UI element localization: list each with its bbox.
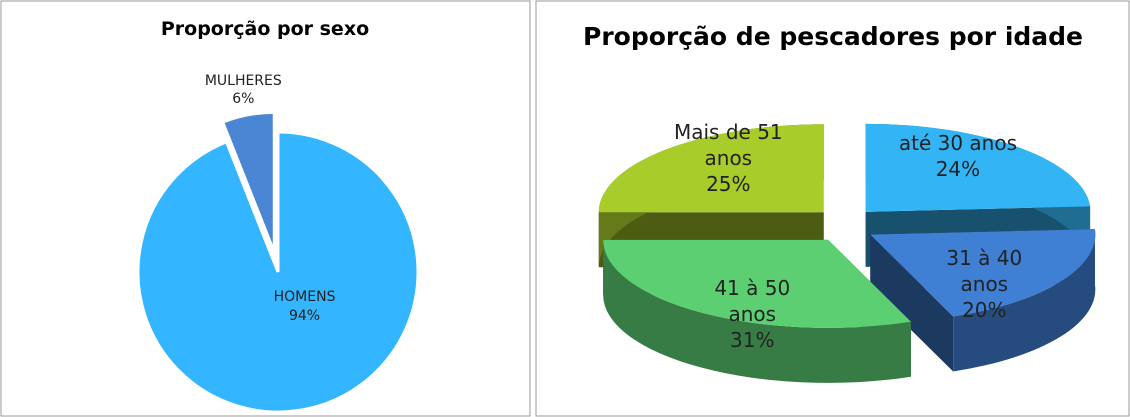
category-label: até 30 anos	[898, 130, 1018, 155]
value-label: 94%	[288, 307, 321, 324]
chart-title: Proporção por sexo	[160, 18, 370, 40]
value-label: 25%	[706, 172, 751, 197]
panel-border	[0, 0, 531, 417]
pie-slice	[870, 229, 1096, 317]
value-label: 24%	[935, 156, 981, 181]
data-label: 31 à 40 anos 20%	[924, 245, 1044, 323]
category-label: Mais de 51 anos	[673, 120, 783, 171]
value-label: 6%	[232, 91, 255, 108]
category-label: MULHERES	[204, 72, 282, 89]
data-label: Mais de 51 anos 25%	[668, 119, 788, 197]
pie-slice	[598, 124, 824, 213]
data-label: MULHERES 6%	[188, 72, 298, 108]
slice-side	[870, 234, 954, 372]
data-label: 41 à 50 anos 31%	[692, 275, 812, 353]
pie-slice	[865, 123, 1091, 212]
value-label: 20%	[962, 298, 1007, 323]
chart-title: Proporção de pescadores por idade	[583, 22, 1083, 51]
data-label: HOMENS 94%	[250, 288, 360, 324]
pie-slice	[603, 239, 911, 328]
category-label: HOMENS	[273, 289, 336, 306]
data-label: até 30 anos 24%	[898, 130, 1018, 182]
pie-slice	[136, 130, 420, 414]
value-label: 31%	[730, 328, 775, 353]
panel-border	[535, 0, 1130, 417]
slice-side	[953, 229, 1096, 372]
category-label: 31 à 40 anos	[946, 246, 1023, 297]
pie-slice	[220, 110, 276, 253]
category-label: 41 à 50 anos	[714, 276, 791, 327]
slice-side	[603, 239, 911, 383]
